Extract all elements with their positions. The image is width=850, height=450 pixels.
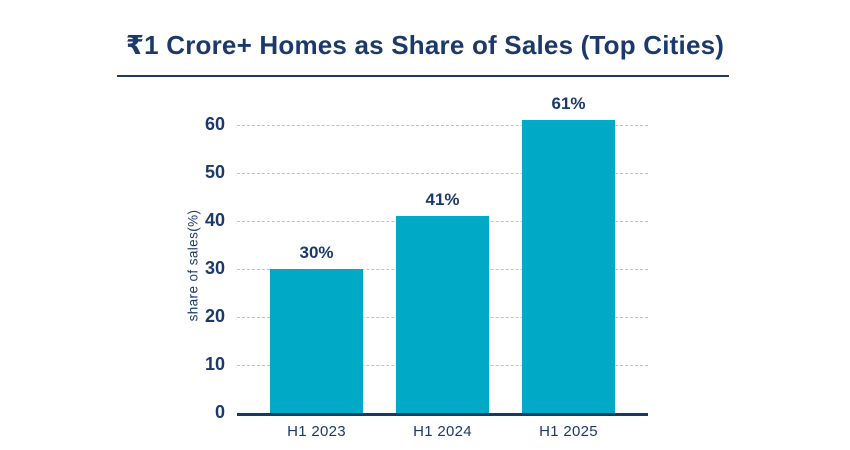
y-tick-label-30: 30 [204, 258, 225, 278]
chart-title: ₹1 Crore+ Homes as Share of Sales (Top C… [125, 30, 725, 60]
y-tick-label-0: 0 [214, 402, 225, 422]
bar-h1-2023 [270, 269, 363, 413]
bar-value-label-3: 61% [551, 94, 586, 114]
bar-value-label-1: 30% [299, 243, 334, 262]
y-tick-label-10: 10 [204, 354, 225, 374]
title-underline [117, 75, 729, 77]
bar-h1-2024 [396, 216, 489, 413]
y-tick-label-20: 20 [204, 306, 225, 326]
bar-h1-2025 [522, 120, 615, 413]
y-tick-label-60: 60 [204, 114, 225, 134]
y-tick-label-40: 40 [204, 210, 225, 230]
plot-area [237, 120, 648, 416]
bar-value-label-2: 41% [425, 190, 460, 210]
x-tick-label-3: H1 2025 [539, 423, 598, 440]
x-tick-label-2: H1 2024 [413, 423, 472, 440]
y-tick-label-50: 50 [204, 162, 225, 182]
x-tick-label-1: H1 2023 [287, 423, 346, 440]
gridline-50 [237, 173, 648, 174]
gridline-60 [237, 125, 648, 126]
